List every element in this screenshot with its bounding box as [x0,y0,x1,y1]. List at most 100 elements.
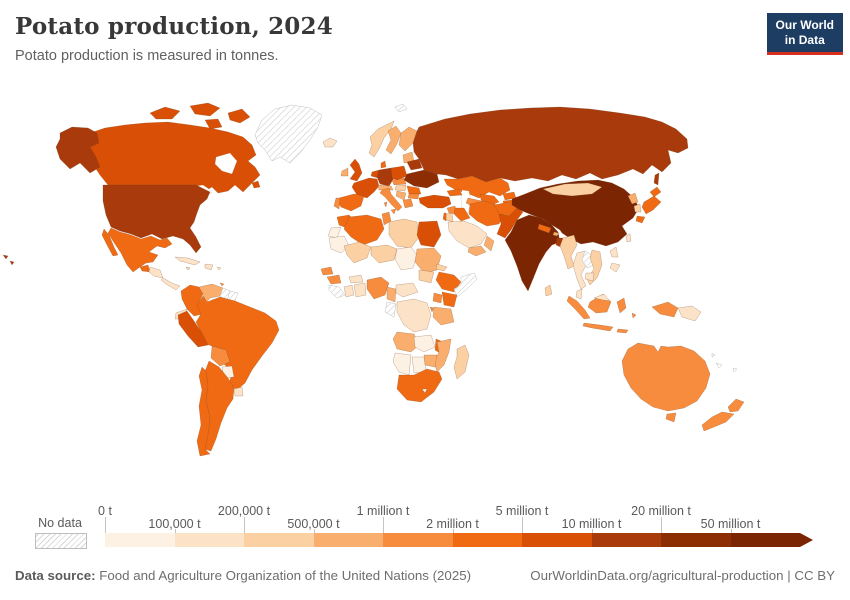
country-bhutan[interactable] [552,231,560,237]
country-papua-new-guinea[interactable] [677,305,702,322]
country-taiwan[interactable] [625,233,632,243]
country-greenland[interactable] [254,104,323,164]
country-western-sahara[interactable] [327,226,342,239]
country-indonesia-papua[interactable] [651,301,679,318]
country-mauritania[interactable] [328,235,350,254]
legend-bin-2[interactable] [244,533,314,547]
country-canada-island[interactable] [189,102,221,117]
country-honduras-nicaragua[interactable] [148,266,164,279]
country-puerto-rico[interactable] [216,266,222,271]
country-peru[interactable] [177,310,209,348]
country-jamaica[interactable] [185,266,191,271]
country-france[interactable] [351,177,380,199]
legend-bin-3[interactable] [313,533,383,547]
country-sri-lanka[interactable] [544,284,553,297]
country-sierra-leone-liberia[interactable] [328,284,346,299]
country-sudan[interactable] [414,247,442,274]
legend-no-data-swatch[interactable] [35,533,87,549]
country-mexico-baja[interactable] [101,228,119,257]
country-spain[interactable] [336,193,365,212]
country-canada-newfoundland[interactable] [251,180,261,189]
country-bulgaria[interactable] [407,193,420,200]
country-sweden[interactable] [385,125,402,155]
country-algeria[interactable] [343,214,385,246]
country-rwanda-burundi[interactable] [429,306,435,313]
country-usa-hawaii[interactable] [2,254,9,260]
country-belarus[interactable] [406,158,423,171]
country-canada-island[interactable] [204,118,223,130]
country-uruguay[interactable] [233,386,244,397]
country-north-korea[interactable] [627,192,639,205]
country-central-african-republic[interactable] [395,282,419,298]
country-dr-congo[interactable] [396,298,432,333]
legend-bin-9[interactable] [730,533,800,547]
country-tanzania[interactable] [432,306,455,326]
country-south-korea[interactable] [633,203,642,213]
country-china[interactable] [511,179,640,247]
country-balkans[interactable] [395,190,407,201]
legend-bin-6[interactable] [522,533,592,547]
legend-bin-0[interactable] [105,533,175,547]
country-indonesia-java[interactable] [582,322,614,332]
country-uganda[interactable] [432,292,443,304]
country-chile[interactable] [196,366,211,457]
country-denmark[interactable] [380,160,387,169]
legend-bin-4[interactable] [383,533,453,547]
country-philippines-mindanao[interactable] [609,262,621,273]
country-cambodia[interactable] [584,272,595,282]
country-trinidad[interactable] [219,282,225,287]
country-chad[interactable] [394,246,418,271]
country-romania[interactable] [406,185,422,195]
country-russia[interactable] [412,106,689,183]
legend-bin-7[interactable] [591,533,661,547]
country-ivory-coast[interactable] [343,284,355,298]
country-japan-kyushu[interactable] [635,215,646,224]
country-portugal[interactable] [333,197,341,210]
country-cameroon[interactable] [386,286,397,303]
country-eritrea[interactable] [435,263,448,272]
country-lesotho[interactable] [421,388,428,394]
country-indonesia-maluku[interactable] [631,312,637,319]
country-malaysia-borneo[interactable] [593,293,611,302]
country-malaysia[interactable] [575,288,583,300]
country-hispaniola[interactable] [204,263,214,271]
country-kenya[interactable] [441,291,458,308]
country-bolivia[interactable] [210,345,231,367]
country-norway[interactable] [368,120,395,158]
country-usa[interactable] [102,184,211,254]
country-zimbabwe[interactable] [423,354,438,368]
country-indonesia-lesser-sunda[interactable] [616,328,629,334]
country-russia-sakhalin[interactable] [653,172,660,186]
country-madagascar[interactable] [453,344,470,380]
country-caucasus[interactable] [446,188,463,197]
country-new-caledonia[interactable] [715,362,723,369]
country-mexico[interactable] [107,227,173,273]
country-ukraine[interactable] [403,169,440,189]
country-pakistan[interactable] [496,207,524,239]
country-jordan[interactable] [445,212,454,223]
country-niger[interactable] [370,244,398,264]
legend-bin-1[interactable] [174,533,244,547]
country-egypt[interactable] [416,220,442,248]
country-ireland[interactable] [340,167,349,177]
country-south-africa[interactable] [396,368,443,403]
country-iraq[interactable] [453,207,471,222]
country-india[interactable] [504,214,561,292]
country-south-sudan[interactable] [418,269,435,284]
country-italy[interactable] [379,187,403,212]
country-congo-gabon[interactable] [384,301,397,318]
country-canada-island[interactable] [149,106,181,120]
country-turkey[interactable] [418,194,452,209]
country-japan-honshu[interactable] [641,195,662,215]
country-nepal[interactable] [537,223,552,234]
country-vanuatu[interactable] [711,352,716,358]
country-tunisia[interactable] [381,211,392,226]
country-venezuela[interactable] [198,283,224,304]
country-israel[interactable] [442,212,447,222]
legend-bin-5[interactable] [452,533,522,547]
country-uzbekistan[interactable] [479,193,500,207]
country-canada-island[interactable] [227,108,251,124]
country-australia[interactable] [621,342,711,412]
country-mali[interactable] [343,241,372,264]
country-philippines-luzon[interactable] [609,246,619,258]
